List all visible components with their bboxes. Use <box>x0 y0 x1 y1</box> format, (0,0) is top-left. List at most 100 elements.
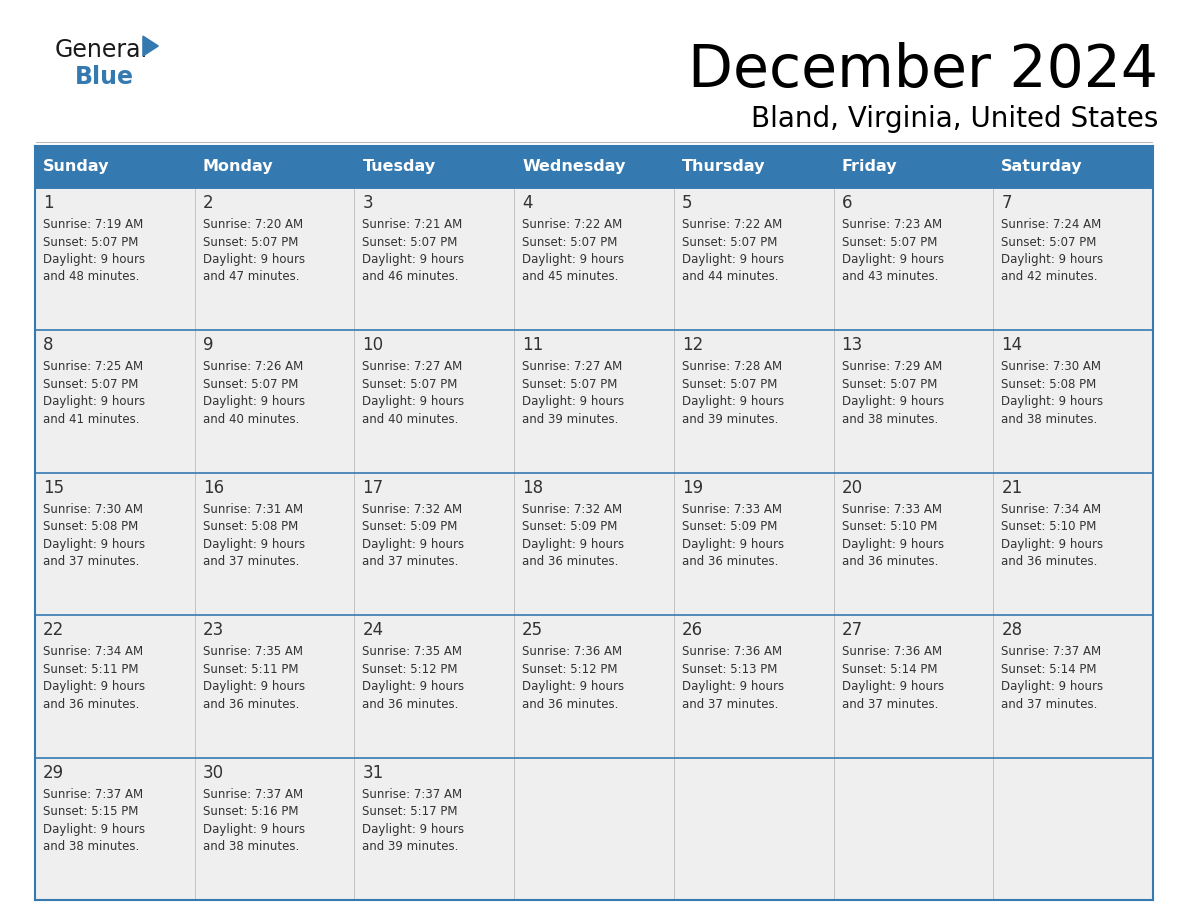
Text: Sunset: 5:09 PM: Sunset: 5:09 PM <box>682 521 777 533</box>
Text: Daylight: 9 hours: Daylight: 9 hours <box>362 680 465 693</box>
Text: Sunrise: 7:34 AM: Sunrise: 7:34 AM <box>1001 503 1101 516</box>
Text: Daylight: 9 hours: Daylight: 9 hours <box>362 396 465 409</box>
Text: Blue: Blue <box>75 65 134 89</box>
Bar <box>34 188 1154 330</box>
Text: Daylight: 9 hours: Daylight: 9 hours <box>682 396 784 409</box>
Text: Sunrise: 7:22 AM: Sunrise: 7:22 AM <box>523 218 623 231</box>
Text: and 42 minutes.: and 42 minutes. <box>1001 271 1098 284</box>
Text: and 41 minutes.: and 41 minutes. <box>43 413 139 426</box>
Text: Sunrise: 7:29 AM: Sunrise: 7:29 AM <box>841 361 942 374</box>
Text: Daylight: 9 hours: Daylight: 9 hours <box>43 253 145 266</box>
Text: Sunrise: 7:31 AM: Sunrise: 7:31 AM <box>203 503 303 516</box>
Text: and 39 minutes.: and 39 minutes. <box>362 840 459 853</box>
Text: Sunrise: 7:33 AM: Sunrise: 7:33 AM <box>841 503 942 516</box>
Text: Sunrise: 7:37 AM: Sunrise: 7:37 AM <box>203 788 303 800</box>
Text: Sunset: 5:10 PM: Sunset: 5:10 PM <box>1001 521 1097 533</box>
Text: 20: 20 <box>841 479 862 497</box>
Text: Sunset: 5:14 PM: Sunset: 5:14 PM <box>1001 663 1097 676</box>
Text: Friday: Friday <box>841 160 897 174</box>
Text: Daylight: 9 hours: Daylight: 9 hours <box>43 396 145 409</box>
Text: and 39 minutes.: and 39 minutes. <box>682 413 778 426</box>
Text: 30: 30 <box>203 764 223 781</box>
Text: Sunrise: 7:32 AM: Sunrise: 7:32 AM <box>362 503 462 516</box>
Text: Daylight: 9 hours: Daylight: 9 hours <box>1001 538 1104 551</box>
Text: 1: 1 <box>43 194 53 212</box>
Text: Sunrise: 7:32 AM: Sunrise: 7:32 AM <box>523 503 623 516</box>
Text: 13: 13 <box>841 336 862 354</box>
Text: and 37 minutes.: and 37 minutes. <box>362 555 459 568</box>
Text: Daylight: 9 hours: Daylight: 9 hours <box>682 538 784 551</box>
Text: Sunset: 5:10 PM: Sunset: 5:10 PM <box>841 521 937 533</box>
Text: and 36 minutes.: and 36 minutes. <box>43 698 139 711</box>
Text: Sunrise: 7:28 AM: Sunrise: 7:28 AM <box>682 361 782 374</box>
Text: 15: 15 <box>43 479 64 497</box>
Text: and 48 minutes.: and 48 minutes. <box>43 271 139 284</box>
Text: and 36 minutes.: and 36 minutes. <box>1001 555 1098 568</box>
Text: Sunrise: 7:37 AM: Sunrise: 7:37 AM <box>43 788 143 800</box>
Text: and 36 minutes.: and 36 minutes. <box>841 555 939 568</box>
Text: Sunset: 5:07 PM: Sunset: 5:07 PM <box>682 378 777 391</box>
Text: Daylight: 9 hours: Daylight: 9 hours <box>362 253 465 266</box>
Bar <box>34 146 1154 188</box>
Text: Sunset: 5:13 PM: Sunset: 5:13 PM <box>682 663 777 676</box>
Bar <box>34 615 1154 757</box>
Text: 2: 2 <box>203 194 214 212</box>
Text: 7: 7 <box>1001 194 1012 212</box>
Text: Sunrise: 7:35 AM: Sunrise: 7:35 AM <box>203 645 303 658</box>
Text: Sunset: 5:17 PM: Sunset: 5:17 PM <box>362 805 457 818</box>
Text: 11: 11 <box>523 336 543 354</box>
Text: Sunrise: 7:36 AM: Sunrise: 7:36 AM <box>682 645 782 658</box>
Text: 5: 5 <box>682 194 693 212</box>
Text: Daylight: 9 hours: Daylight: 9 hours <box>523 680 624 693</box>
Text: Daylight: 9 hours: Daylight: 9 hours <box>841 538 943 551</box>
Text: Daylight: 9 hours: Daylight: 9 hours <box>43 680 145 693</box>
Text: Daylight: 9 hours: Daylight: 9 hours <box>523 396 624 409</box>
Text: and 37 minutes.: and 37 minutes. <box>43 555 139 568</box>
Text: Daylight: 9 hours: Daylight: 9 hours <box>682 253 784 266</box>
Text: 18: 18 <box>523 479 543 497</box>
Text: Sunrise: 7:20 AM: Sunrise: 7:20 AM <box>203 218 303 231</box>
Text: 31: 31 <box>362 764 384 781</box>
Text: Sunrise: 7:30 AM: Sunrise: 7:30 AM <box>1001 361 1101 374</box>
Text: and 38 minutes.: and 38 minutes. <box>841 413 937 426</box>
Text: Sunset: 5:08 PM: Sunset: 5:08 PM <box>203 521 298 533</box>
Text: and 43 minutes.: and 43 minutes. <box>841 271 939 284</box>
Text: Thursday: Thursday <box>682 160 765 174</box>
Text: Sunset: 5:07 PM: Sunset: 5:07 PM <box>841 236 937 249</box>
Text: Sunrise: 7:35 AM: Sunrise: 7:35 AM <box>362 645 462 658</box>
Text: 16: 16 <box>203 479 223 497</box>
Text: Daylight: 9 hours: Daylight: 9 hours <box>203 396 305 409</box>
Text: Sunrise: 7:22 AM: Sunrise: 7:22 AM <box>682 218 782 231</box>
Text: Sunset: 5:07 PM: Sunset: 5:07 PM <box>43 378 138 391</box>
Text: Daylight: 9 hours: Daylight: 9 hours <box>523 538 624 551</box>
Text: Sunset: 5:08 PM: Sunset: 5:08 PM <box>43 521 138 533</box>
Text: Sunset: 5:07 PM: Sunset: 5:07 PM <box>523 236 618 249</box>
Text: and 36 minutes.: and 36 minutes. <box>362 698 459 711</box>
Text: Sunset: 5:07 PM: Sunset: 5:07 PM <box>841 378 937 391</box>
Text: Sunset: 5:11 PM: Sunset: 5:11 PM <box>203 663 298 676</box>
Text: Sunset: 5:07 PM: Sunset: 5:07 PM <box>1001 236 1097 249</box>
Text: Daylight: 9 hours: Daylight: 9 hours <box>203 253 305 266</box>
Bar <box>34 757 1154 900</box>
Text: 26: 26 <box>682 621 703 639</box>
Text: Daylight: 9 hours: Daylight: 9 hours <box>362 538 465 551</box>
Text: 9: 9 <box>203 336 213 354</box>
Text: Daylight: 9 hours: Daylight: 9 hours <box>362 823 465 835</box>
Text: Daylight: 9 hours: Daylight: 9 hours <box>682 680 784 693</box>
Text: 8: 8 <box>43 336 53 354</box>
Text: Saturday: Saturday <box>1001 160 1082 174</box>
Text: Sunset: 5:12 PM: Sunset: 5:12 PM <box>523 663 618 676</box>
Text: 3: 3 <box>362 194 373 212</box>
Text: 27: 27 <box>841 621 862 639</box>
Text: and 38 minutes.: and 38 minutes. <box>1001 413 1098 426</box>
Text: and 44 minutes.: and 44 minutes. <box>682 271 778 284</box>
Text: Sunset: 5:16 PM: Sunset: 5:16 PM <box>203 805 298 818</box>
Text: Sunday: Sunday <box>43 160 109 174</box>
Text: Sunrise: 7:21 AM: Sunrise: 7:21 AM <box>362 218 462 231</box>
Text: and 36 minutes.: and 36 minutes. <box>523 698 619 711</box>
Text: Sunset: 5:07 PM: Sunset: 5:07 PM <box>523 378 618 391</box>
Text: Daylight: 9 hours: Daylight: 9 hours <box>1001 680 1104 693</box>
Text: December 2024: December 2024 <box>688 42 1158 99</box>
Text: and 37 minutes.: and 37 minutes. <box>682 698 778 711</box>
Text: Sunrise: 7:19 AM: Sunrise: 7:19 AM <box>43 218 144 231</box>
